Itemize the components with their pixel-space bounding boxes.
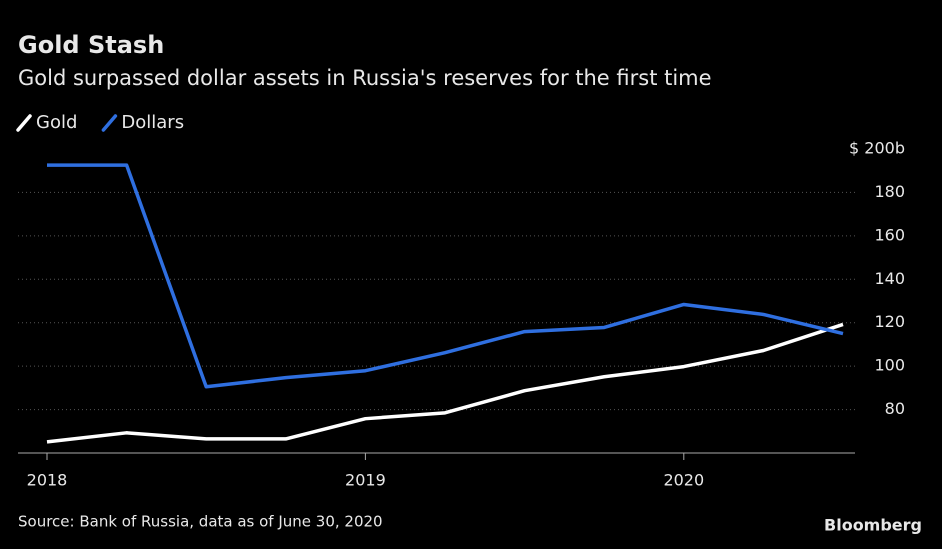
y-tick-label: 180 — [874, 182, 905, 201]
brand: Bloomberg — [824, 516, 922, 535]
legend-swatch — [16, 114, 32, 132]
y-tick-label: 80 — [885, 399, 905, 418]
y-tick-label: $ 200b — [849, 139, 905, 158]
source: Source: Bank of Russia, data as of June … — [18, 513, 383, 531]
chart-title: Gold Stash — [18, 31, 164, 59]
y-tick-label: 120 — [874, 312, 905, 331]
y-tick-label: 160 — [874, 225, 905, 244]
legend-swatch — [101, 114, 118, 132]
series-line — [47, 163, 844, 389]
x-tick-label: 2018 — [27, 471, 68, 490]
series-line — [46, 322, 844, 444]
x-tick-label: 2020 — [663, 471, 704, 490]
x-tick-label: 2019 — [345, 471, 386, 490]
legend-label: Dollars — [121, 112, 184, 133]
legend-label: Gold — [36, 112, 77, 133]
y-tick-label: 140 — [874, 269, 905, 288]
y-tick-label: 100 — [874, 356, 905, 375]
chart-subtitle: Gold surpassed dollar assets in Russia's… — [18, 66, 712, 90]
